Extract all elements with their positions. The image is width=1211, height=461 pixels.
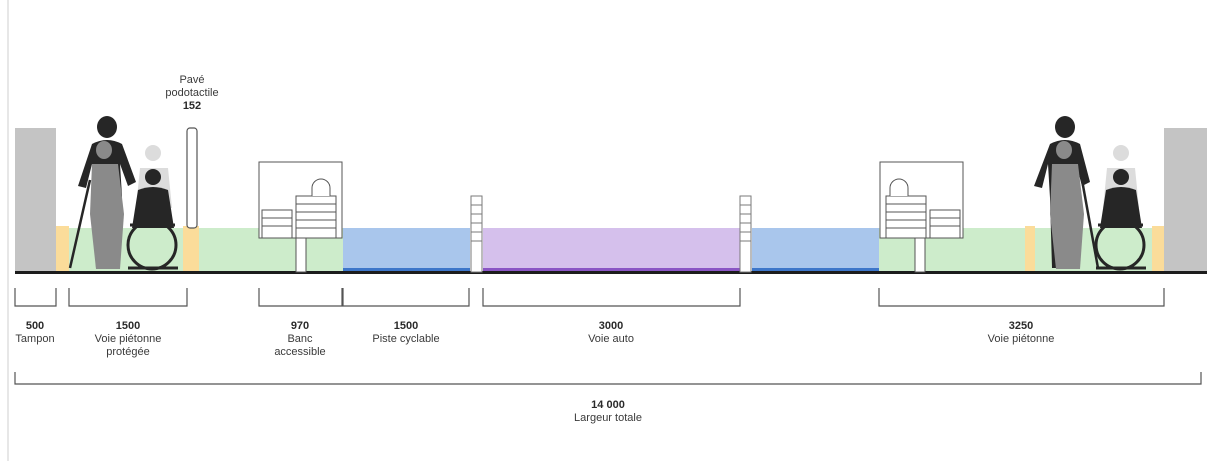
value-tampon: 500 (25, 320, 45, 332)
tactile-paving-band (183, 226, 199, 272)
right-walker-with-cane-icon (1050, 141, 1100, 269)
text-piste-cyclable: Piste cyclable (372, 333, 440, 345)
value-piste-cyclable: 1500 (393, 320, 419, 332)
right-tactile-band-2 (1152, 226, 1164, 272)
left-buffer-band (56, 226, 69, 272)
left-walker-with-cane-icon (68, 141, 124, 269)
bracket-voie-auto (482, 288, 741, 307)
callout-value: 152 (182, 100, 202, 112)
label-total-width: 14 000 Largeur totale (574, 399, 642, 425)
right-tactile-band-1 (1025, 226, 1035, 272)
text-total: Largeur totale (574, 412, 642, 424)
value-voie-pietonne: 3250 (1008, 320, 1034, 332)
text-tampon: Tampon (15, 333, 55, 345)
bracket-total (14, 372, 1202, 385)
car-lane-edge (483, 268, 740, 272)
callout-line-2: podotactile (165, 87, 219, 99)
label-piste-cyclable: 1500 Piste cyclable (372, 320, 439, 346)
left-building-wall (15, 128, 56, 272)
tactile-paving-post (186, 127, 198, 229)
text-voie-auto: Voie auto (588, 333, 634, 345)
text-banc-accessible: Banc accessible (274, 333, 326, 358)
label-tampon: 500 Tampon (15, 320, 54, 346)
left-bollard (470, 195, 483, 273)
car-lane-band (483, 228, 740, 272)
right-bike-lane-edge (752, 268, 879, 272)
bracket-banc-accessible (258, 288, 343, 307)
left-bike-lane-edge (343, 268, 470, 272)
text-voie-pietonne-protegee: Voie piétonne protégée (94, 333, 162, 358)
label-banc-accessible: 970 Banc accessible (265, 320, 335, 359)
right-building-wall (1164, 128, 1207, 272)
right-bollard (739, 195, 752, 273)
bracket-voie-pietonne-protegee (68, 288, 188, 307)
bracket-tampon (14, 288, 57, 307)
right-wheelchair-user-icon (1094, 169, 1146, 271)
value-banc-accessible: 970 (290, 320, 310, 332)
value-voie-auto: 3000 (598, 320, 624, 332)
right-bike-lane-band (752, 228, 879, 272)
left-bike-lane-band (343, 228, 470, 272)
left-wheelchair-user-icon (126, 169, 178, 271)
callout-tactile-paving: Pavé podotactile 152 (165, 74, 218, 113)
ground-line (15, 271, 1207, 274)
text-voie-pietonne: Voie piétonne (987, 333, 1055, 345)
label-voie-pietonne: 3250 Voie piétonne (988, 320, 1055, 346)
label-voie-auto: 3000 Voie auto (588, 320, 634, 346)
value-voie-pietonne-protegee: 1500 (115, 320, 141, 332)
label-voie-pietonne-protegee: 1500 Voie piétonne protégée (85, 320, 171, 359)
bracket-piste-cyclable (342, 288, 470, 307)
callout-line-1: Pavé (179, 74, 205, 86)
left-accessible-bench (258, 161, 343, 273)
bracket-voie-pietonne (878, 288, 1165, 307)
right-accessible-bench (879, 161, 964, 273)
value-total: 14 000 (591, 399, 625, 411)
